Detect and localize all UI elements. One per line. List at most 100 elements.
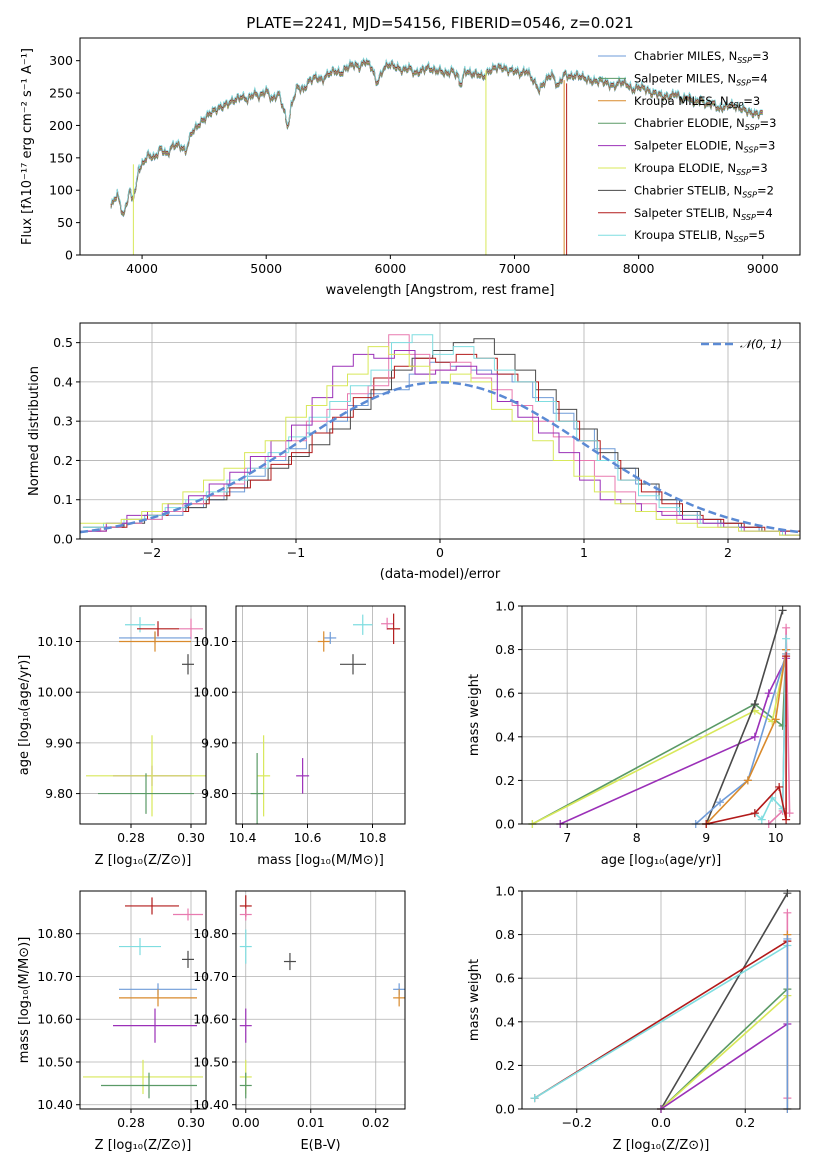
- error-bar-point: [119, 938, 161, 956]
- weight-line: [660, 892, 789, 1109]
- y-tick-label: 9.90: [201, 735, 229, 750]
- weight-line: [660, 995, 788, 1109]
- y-axis-label: mass weight: [467, 674, 482, 756]
- weight-marker: [764, 689, 773, 698]
- y-tick-label: 0.2: [495, 773, 515, 788]
- y-tick-label: 10.60: [193, 1012, 229, 1027]
- x-tick-label: 9000: [747, 261, 779, 276]
- y-tick-label: 1.0: [495, 599, 515, 614]
- x-tick-label: 4000: [126, 261, 158, 276]
- y-axis-label: Normed distribution: [27, 366, 42, 496]
- error-bar-point: [239, 929, 252, 964]
- axes-frame: [235, 890, 406, 1110]
- y-tick-label: 0.6: [495, 686, 515, 701]
- weight-marker: [771, 715, 780, 724]
- y-tick-label: 0.8: [495, 642, 515, 657]
- error-bar-point: [257, 735, 271, 817]
- y-tick-label: 10.10: [193, 634, 229, 649]
- error-bar-point: [381, 617, 394, 630]
- x-tick-label: 0.30: [177, 1115, 205, 1130]
- y-tick-label: 0.8: [495, 927, 515, 942]
- y-tick-label: 0.0: [53, 532, 73, 547]
- weight-marker: [782, 652, 791, 661]
- y-tick-label: 200: [49, 118, 73, 133]
- error-bar-point: [353, 614, 373, 635]
- error-bar-point: [239, 1008, 252, 1043]
- weight-marker: [775, 782, 784, 791]
- x-tick-label: 10.8: [359, 830, 387, 845]
- x-axis-label: wavelength [Angstrom, rest frame]: [326, 283, 555, 298]
- x-axis-label: mass [log₁₀(M/M⊙)]: [257, 853, 384, 868]
- y-tick-label: 10.00: [193, 685, 229, 700]
- x-tick-label: 0.0: [651, 1115, 671, 1130]
- y-tick-label: 300: [49, 53, 73, 68]
- y-tick-label: 10.80: [193, 926, 229, 941]
- weight-line: [695, 653, 787, 824]
- y-tick-label: 250: [49, 86, 73, 101]
- x-tick-label: 0.2: [735, 1115, 755, 1130]
- chart-title: PLATE=2241, MJD=54156, FIBERID=0546, z=0…: [246, 14, 633, 32]
- y-tick-label: 0: [65, 248, 73, 263]
- y-tick-label: 10.00: [37, 685, 73, 700]
- x-tick-label: 0.01: [297, 1115, 325, 1130]
- x-axis-label: Z [log₁₀(Z/Z⊙)]: [95, 853, 192, 868]
- y-tick-label: 0.4: [495, 1014, 515, 1029]
- x-axis-label: Z [log₁₀(Z/Z⊙)]: [95, 1138, 192, 1153]
- error-bar-point: [340, 654, 366, 675]
- x-tick-label: 7000: [499, 261, 531, 276]
- weight-marker: [778, 721, 787, 730]
- y-tick-label: 0.3: [53, 414, 73, 429]
- error-bar-point: [182, 950, 194, 968]
- x-tick-label: 2: [724, 545, 732, 560]
- legend-label: Chabrier STELIB, NSSP=2: [634, 183, 774, 199]
- axes-frame: [521, 605, 801, 825]
- y-tick-label: 0.4: [53, 374, 73, 389]
- y-tick-label: 10.40: [37, 1097, 73, 1112]
- x-tick-label: 6000: [374, 261, 406, 276]
- weight-line: [534, 944, 788, 1099]
- x-tick-label: 5000: [250, 261, 282, 276]
- weight-line: [660, 988, 788, 1109]
- error-bar-point: [125, 617, 155, 633]
- panel-6: 10.40 10.50 10.60 10.70 10.80 0.28 0.30 Z [log₁…: [17, 890, 207, 1153]
- legend-label: Kroupa MILES, NSSP=3: [634, 94, 760, 110]
- panel-1: 0 50 100 150 200 250 300 4000 5000 6000 7000 8000 90…: [20, 14, 801, 298]
- x-tick-label: 1: [580, 545, 588, 560]
- y-tick-label: 0.2: [53, 453, 73, 468]
- legend-label: Salpeter STELIB, NSSP=4: [634, 206, 773, 222]
- error-bar-point: [387, 613, 401, 645]
- x-tick-label: 0.00: [232, 1115, 260, 1130]
- x-tick-label: 0.02: [362, 1115, 390, 1130]
- panel-5: 0.0 0.2 0.4 0.6 0.8 1.0 7 8 9 10 age [log₁₀(age/yr…: [467, 599, 801, 868]
- error-bar-point: [86, 735, 206, 817]
- error-bar-point: [182, 654, 194, 675]
- weight-marker: [743, 776, 752, 785]
- x-tick-label: 10.6: [294, 830, 322, 845]
- error-bar-point: [317, 631, 330, 652]
- y-axis-label: Flux [fλ10⁻¹⁷ erg cm⁻² s⁻¹ A⁻¹]: [20, 48, 35, 245]
- weight-marker: [783, 889, 792, 898]
- panel-7: 10.40 10.50 10.60 10.70 10.80 0.00 0.01 0.02 E(B…: [193, 890, 406, 1153]
- weight-marker: [782, 634, 791, 643]
- legend-label: Chabrier ELODIE, NSSP=3: [634, 116, 776, 132]
- weight-marker: [782, 623, 791, 632]
- weight-line: [660, 1023, 788, 1109]
- x-tick-label: 7: [563, 830, 571, 845]
- histogram-step: [85, 353, 800, 532]
- y-tick-label: 0.6: [495, 971, 515, 986]
- legend-label: Salpeter MILES, NSSP=4: [634, 71, 768, 87]
- spectrum-line: [110, 57, 763, 213]
- y-tick-label: 10.50: [193, 1054, 229, 1069]
- axes-frame: [235, 605, 406, 825]
- x-tick-label: −2: [143, 545, 161, 560]
- y-tick-label: 0.4: [495, 729, 515, 744]
- y-tick-label: 0.0: [495, 1102, 515, 1117]
- y-tick-label: 150: [49, 150, 73, 165]
- histogram-step: [82, 338, 800, 532]
- weight-marker: [750, 809, 759, 818]
- x-tick-label: 0.28: [117, 830, 145, 845]
- panel-8: 0.0 0.2 0.4 0.6 0.8 1.0 −0.2 0.0 0.2 Z [log₁₀(Z/Z…: [467, 884, 801, 1153]
- weight-marker: [716, 798, 725, 807]
- x-tick-label: 0: [436, 545, 444, 560]
